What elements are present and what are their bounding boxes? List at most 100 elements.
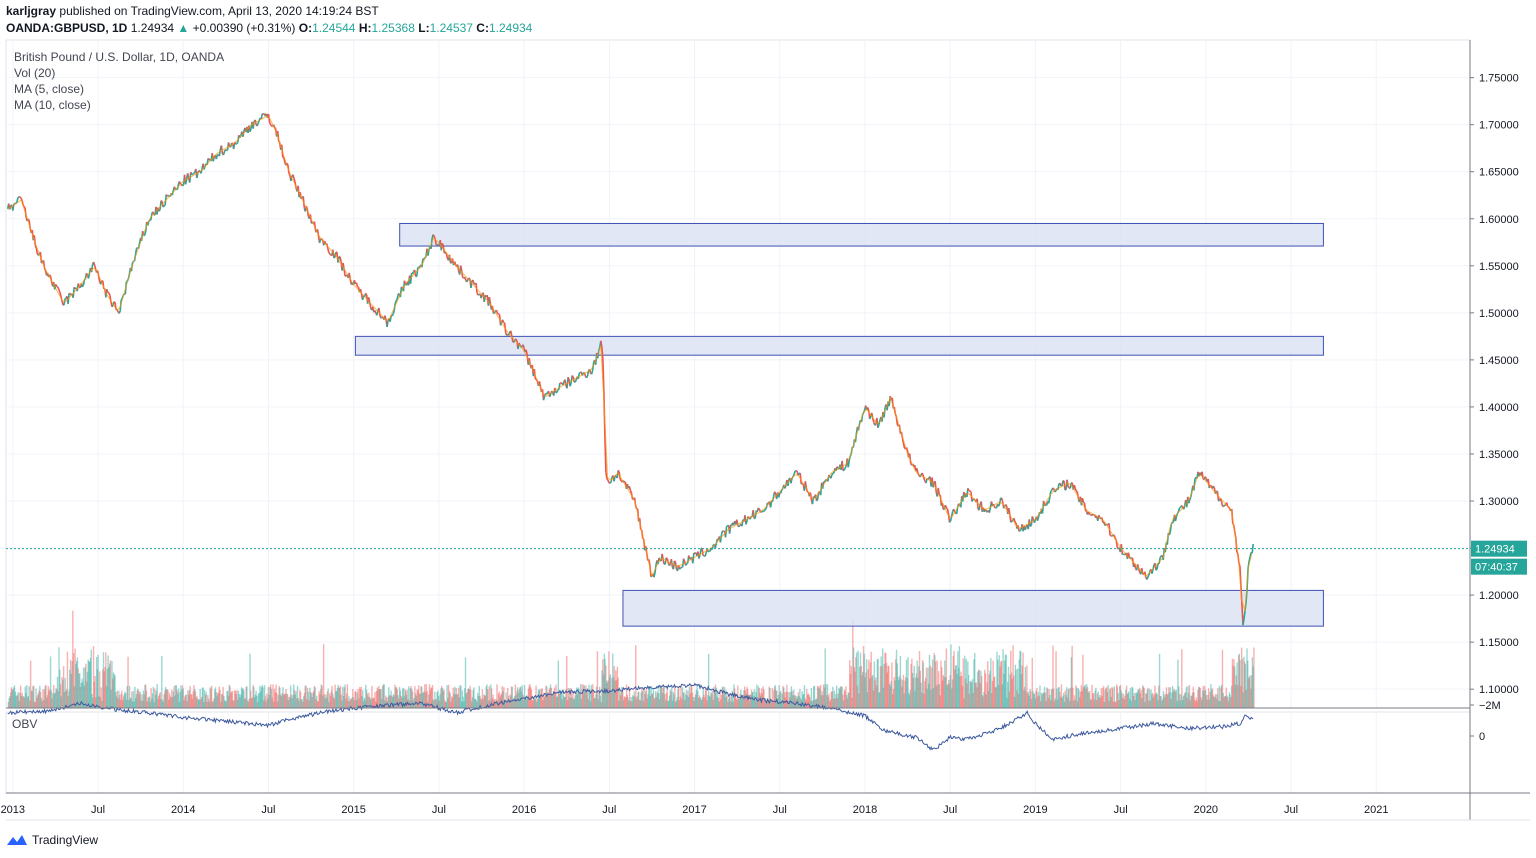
volume-bar xyxy=(859,666,861,708)
volume-bar xyxy=(34,701,36,708)
volume-bar xyxy=(361,696,363,708)
volume-bar xyxy=(1154,685,1156,708)
volume-bar xyxy=(523,699,525,708)
volume-bar xyxy=(75,664,77,708)
volume-bar xyxy=(424,684,426,708)
legend-title[interactable]: British Pound / U.S. Dollar, 1D, OANDA xyxy=(14,50,225,64)
price-segment xyxy=(1189,496,1192,500)
volume-bar xyxy=(945,648,948,708)
volume-bar xyxy=(854,671,856,708)
volume-bar xyxy=(1023,690,1025,708)
price-segment xyxy=(804,481,808,489)
price-segment xyxy=(286,162,289,166)
volume-bar xyxy=(828,693,830,708)
obv-label[interactable]: OBV xyxy=(12,717,38,731)
volume-bar xyxy=(1118,699,1120,708)
volume-bar xyxy=(822,684,825,708)
volume-bar xyxy=(303,692,306,708)
volume-bar xyxy=(405,694,408,708)
volume-bar xyxy=(236,690,238,708)
volume-bar xyxy=(414,686,416,708)
price-segment xyxy=(607,479,610,484)
volume-bar xyxy=(107,655,109,708)
volume-bar xyxy=(528,685,530,708)
volume-bar xyxy=(956,674,958,708)
volume-bar xyxy=(221,694,224,708)
price-segment xyxy=(1014,521,1017,524)
volume-bar xyxy=(339,685,342,708)
volume-bar xyxy=(167,699,170,708)
volume-bar xyxy=(721,687,724,708)
volume-bar xyxy=(1224,696,1226,708)
volume-bar xyxy=(754,700,757,708)
volume-bar xyxy=(425,684,428,708)
volume-bar xyxy=(513,698,515,708)
price-segment xyxy=(872,418,875,423)
publisher-name[interactable]: karljgray xyxy=(6,4,57,18)
price-segment xyxy=(1063,480,1066,491)
footer[interactable]: TradingView xyxy=(6,833,98,847)
volume-bar xyxy=(362,690,364,708)
volume-bar xyxy=(77,668,79,708)
volume-bar xyxy=(208,701,211,708)
legend-ma5[interactable]: MA (5, close) xyxy=(14,82,85,96)
high-value: 1.25368 xyxy=(371,21,415,35)
volume-bar xyxy=(314,687,316,708)
y-tick-label: 1.35000 xyxy=(1479,449,1519,461)
volume-bar xyxy=(302,696,305,708)
close-value: 1.24934 xyxy=(488,21,533,35)
volume-bar xyxy=(142,690,145,708)
volume-bar xyxy=(756,684,758,708)
price-segment xyxy=(569,382,572,387)
price-segment xyxy=(321,238,324,241)
volume-bar xyxy=(670,691,672,708)
volume-bar xyxy=(394,684,396,708)
volume-bar xyxy=(544,695,546,708)
volume-bar xyxy=(1166,694,1168,708)
legend-ma10[interactable]: MA (10, close) xyxy=(14,98,91,112)
volume-bar xyxy=(428,684,431,708)
volume-bar xyxy=(93,681,96,708)
volume-bar xyxy=(289,685,292,708)
volume-bar xyxy=(165,689,168,708)
legend-vol[interactable]: Vol (20) xyxy=(14,66,56,80)
volume-bar xyxy=(58,647,60,708)
price-segment xyxy=(1075,490,1078,493)
price-segment xyxy=(908,453,912,464)
price-segment xyxy=(844,465,847,469)
volume-bar xyxy=(1187,686,1189,708)
volume-bar xyxy=(519,687,521,708)
volume-bar xyxy=(930,690,932,708)
volume-bar xyxy=(374,692,376,708)
volume-bar xyxy=(445,701,448,708)
volume-bar xyxy=(1151,694,1153,708)
price-segment xyxy=(464,277,467,281)
volume-bar xyxy=(342,686,344,708)
volume-bar xyxy=(600,701,602,708)
volume-bar xyxy=(393,695,395,708)
volume-bar xyxy=(981,694,984,708)
price-segment xyxy=(764,507,768,510)
volume-bar xyxy=(1147,687,1149,708)
volume-bar xyxy=(1197,687,1200,708)
price-segment xyxy=(668,563,671,567)
volume-bar xyxy=(1120,690,1122,708)
volume-bar xyxy=(367,696,369,708)
zone-rect xyxy=(622,589,1324,627)
volume-bar xyxy=(1215,698,1218,708)
volume-bar xyxy=(977,669,980,708)
volume-bar xyxy=(770,701,772,708)
volume-bar xyxy=(1070,657,1073,708)
price-segment xyxy=(682,558,686,563)
volume-bar xyxy=(68,690,70,708)
volume-bar xyxy=(1040,692,1043,708)
volume-bar xyxy=(406,689,408,708)
volume-bar xyxy=(101,700,103,708)
volume-bar xyxy=(510,686,513,708)
price-segment xyxy=(874,423,877,426)
price-segment xyxy=(947,513,951,523)
volume-bar xyxy=(1069,687,1072,708)
volume-bar xyxy=(946,685,948,708)
volume-bar xyxy=(681,698,683,708)
